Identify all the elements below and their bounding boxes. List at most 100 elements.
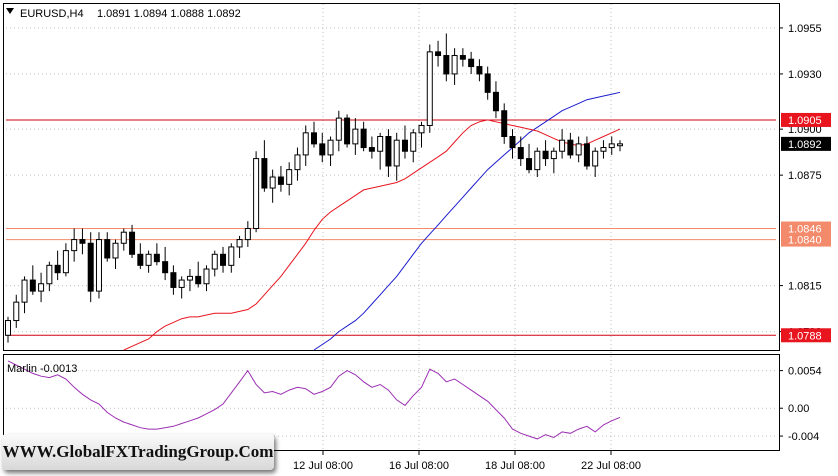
candle [79,228,86,255]
candle-body-down [277,176,284,185]
candle [145,250,152,273]
candle [277,165,284,192]
candle [377,132,384,170]
candle [534,147,541,177]
candle [302,125,309,166]
candle [13,294,20,328]
candle [410,129,417,163]
watermark-text: WWW.GlobalFXTradingGroup.Com [2,442,274,461]
candle-body-up [600,147,607,152]
candle [335,110,342,152]
candle-body-up [451,55,458,75]
candle [286,162,293,196]
candle-body-up [377,136,384,152]
candle-body-down [567,139,574,156]
candle-body-down [385,136,392,167]
candle-body-down [360,128,367,149]
y-tick-label: 1.0900 [788,124,822,136]
candle-body-up [95,239,102,292]
candle [517,136,524,166]
candle [46,261,53,292]
candle-body-up [269,176,276,189]
marlin-oscillator [7,360,621,440]
candle-body-down [137,253,144,266]
candle [592,147,599,177]
candle-body-down [220,253,227,266]
candle [352,118,359,155]
candle [87,232,94,303]
y-tick-label: -0.004 [788,431,819,443]
candle [451,48,458,85]
candle-body-up [253,158,260,230]
candle-body-up [335,117,342,141]
candle-body-up [211,253,218,270]
candle-body-up [71,239,78,252]
candle [426,44,433,133]
y-tick-label: 1.0955 [788,23,822,35]
candle-body-down [311,132,317,145]
level-tag [781,232,831,247]
candle [112,239,119,270]
candle-body-up [608,143,615,149]
y-tick-label: 0.00 [788,403,809,415]
candle [244,221,251,247]
candle [195,261,202,288]
candle [71,228,78,262]
candle-body-up [186,275,193,281]
candle [153,243,160,266]
candle-body-up [286,169,293,185]
candle [583,136,590,170]
candle [170,265,177,295]
triangle-down-icon[interactable] [6,8,14,14]
moving-averages [123,91,621,351]
candle-body-down [492,91,499,112]
candle-body-down [162,261,169,274]
candle [575,136,582,163]
level-tag [781,112,831,127]
candle-body-up [236,239,243,248]
candle-body-up [21,279,28,303]
ma-slow-line [313,91,621,351]
candle-body-down [517,147,524,160]
candle-body-down [443,55,450,75]
candle [368,136,375,159]
candle [311,121,317,148]
candle [5,316,11,343]
candle [360,121,367,152]
candle [501,103,508,144]
candle [203,265,210,292]
candle-body-up [228,246,235,266]
candle [492,81,499,119]
candle-body-down [459,55,466,60]
candle-body-down [401,139,408,152]
main-chart-area[interactable] [3,3,780,351]
candle-body-down [104,239,111,259]
candle [526,143,533,174]
candle-body-up [592,150,599,167]
level-tag [781,221,831,236]
candle-body-up [62,250,69,274]
candle-body-up [178,279,185,288]
candle [261,140,268,192]
candle [186,269,193,292]
x-tick-label: 16 Jul 08:00 [389,460,449,472]
candle-body-down [79,239,86,244]
candle-body-up [426,51,433,126]
candle [228,243,235,273]
candle-body-up [302,132,309,156]
candle [542,140,549,166]
candle [95,232,102,299]
candle-body-up [534,150,541,171]
candle-body-up [327,139,334,156]
candle [617,140,623,152]
candle [129,224,136,258]
symbol-label: EURUSD,H4 [20,8,84,20]
candle-body-up [575,143,582,156]
candle-body-up [38,283,45,292]
level-tag-label: 1.0788 [788,330,822,342]
candle [104,232,111,262]
candle-body-down [319,143,326,156]
candle [509,129,516,159]
chart-frames [3,3,780,451]
